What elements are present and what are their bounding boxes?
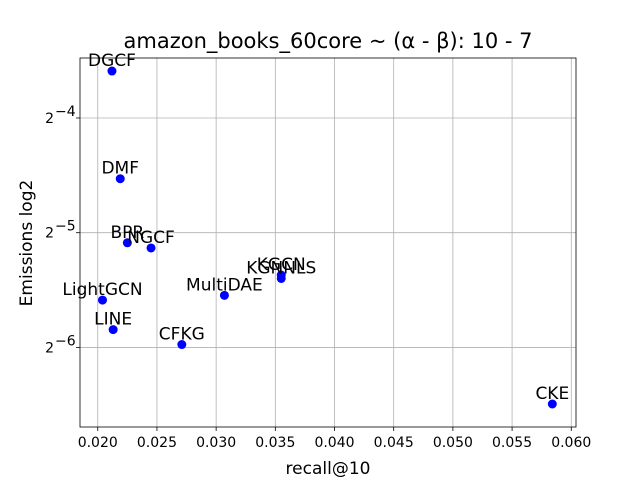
plot-frame bbox=[79, 57, 577, 428]
data-point-label: LightGCN bbox=[62, 280, 142, 300]
data-point-label: CKE bbox=[535, 384, 569, 404]
y-tick-exponent: −4 bbox=[55, 104, 76, 120]
data-point bbox=[108, 325, 118, 335]
y-tick-label: 2 bbox=[45, 340, 54, 356]
data-point bbox=[115, 174, 125, 184]
data-point-label: KGNNLS bbox=[246, 258, 316, 278]
x-tick-label: 0.035 bbox=[255, 435, 295, 451]
y-tick-exponent: −6 bbox=[55, 333, 76, 349]
data-point bbox=[547, 399, 557, 409]
data-point-label: MultiDAE bbox=[186, 275, 263, 295]
x-tick-label: 0.055 bbox=[492, 435, 532, 451]
y-tick-label: 2 bbox=[45, 111, 54, 127]
x-tick-label: 0.020 bbox=[78, 435, 118, 451]
data-points bbox=[97, 66, 557, 409]
x-tick-label: 0.045 bbox=[374, 435, 414, 451]
data-point bbox=[146, 243, 156, 253]
x-tick-label: 0.050 bbox=[433, 435, 473, 451]
y-axis-label: Emissions log2 bbox=[17, 180, 37, 307]
data-point bbox=[97, 295, 107, 305]
y-tick-exponent: −5 bbox=[55, 219, 76, 235]
data-point bbox=[177, 340, 187, 350]
data-point bbox=[107, 66, 117, 76]
data-point-label: NGCF bbox=[127, 228, 175, 248]
x-tick-label: 0.025 bbox=[137, 435, 177, 451]
data-point-label: CFKG bbox=[159, 325, 205, 345]
data-point bbox=[122, 238, 132, 248]
axis-ticks: 0.020 0.025 0.030 0.035 0.040 0.045 0.050 0.055… bbox=[45, 104, 591, 451]
data-point-label: BPR bbox=[110, 223, 144, 243]
data-point-label: DMF bbox=[101, 159, 139, 179]
data-point-label: KGCN bbox=[257, 255, 306, 275]
x-axis-label: recall@10 bbox=[286, 459, 371, 479]
x-tick-label: 0.040 bbox=[314, 435, 354, 451]
x-tick-label: 0.030 bbox=[196, 435, 236, 451]
grid bbox=[80, 58, 576, 427]
data-point bbox=[276, 273, 286, 283]
data-point-label: DGCF bbox=[88, 51, 136, 71]
chart-title: amazon_books_60core ~ (α - β): 10 - 7 bbox=[124, 29, 533, 54]
x-tick-label: 0.060 bbox=[551, 435, 591, 451]
data-point bbox=[219, 290, 229, 300]
data-point-label: LINE bbox=[94, 310, 132, 330]
y-tick-label: 2 bbox=[45, 226, 54, 242]
